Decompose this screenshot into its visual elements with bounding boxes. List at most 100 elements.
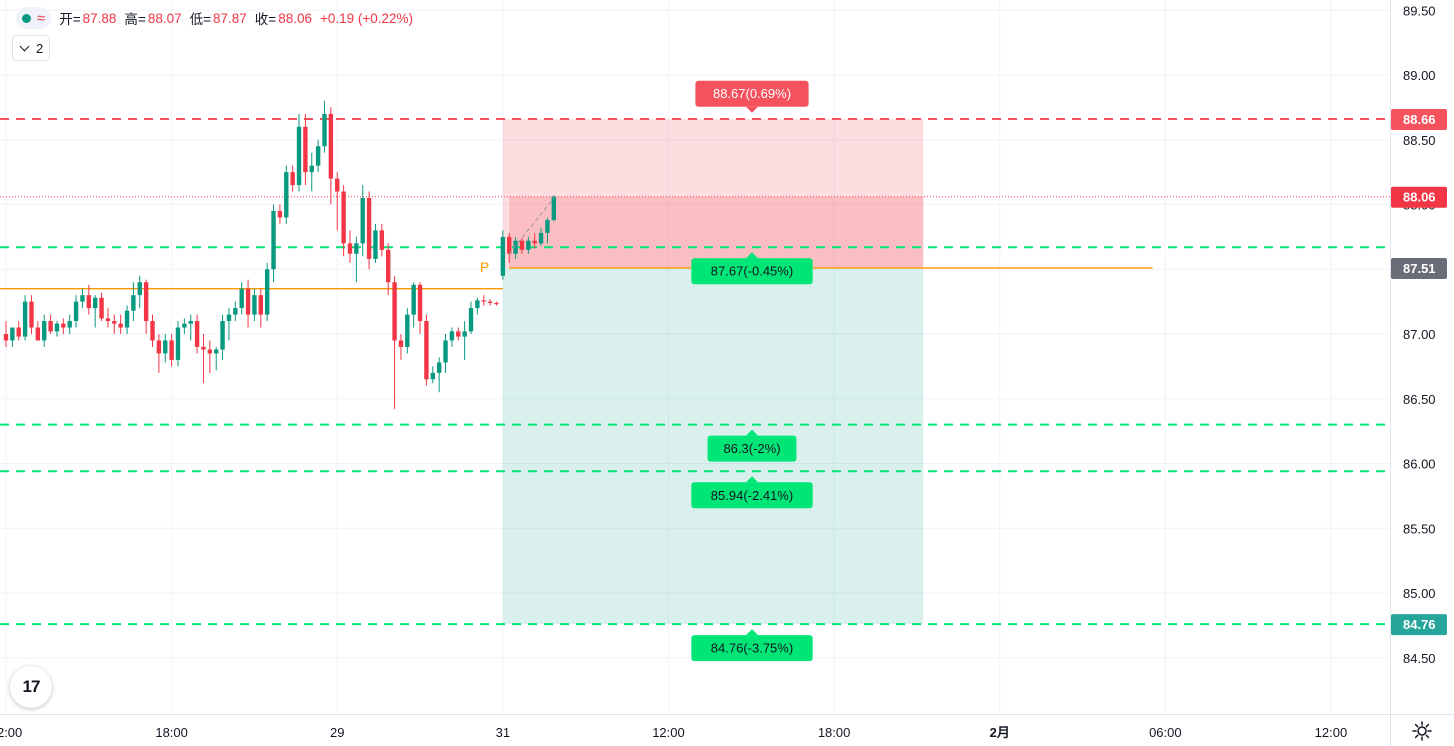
candle (29, 295, 34, 334)
candle-body (494, 302, 499, 305)
candle-body (296, 126, 302, 186)
candle (436, 357, 442, 393)
time-tick-label: 12:00 (0, 725, 22, 740)
chevron-down-icon (19, 41, 30, 51)
high-value: 88.07 (147, 10, 182, 26)
candle (309, 152, 314, 192)
candle-body (73, 301, 79, 322)
target-badge: 85.94(-2.41%) (691, 476, 813, 509)
candle-body (16, 327, 21, 337)
candle (417, 282, 423, 334)
candle (42, 314, 47, 347)
candle (405, 308, 410, 354)
live-loss-zone (509, 196, 924, 268)
candle (207, 340, 213, 373)
price-label-box (1391, 109, 1447, 131)
stop-price-label: 88.66 (1391, 109, 1447, 131)
price-tick-label: 84.50 (1403, 651, 1436, 666)
candle (487, 299, 493, 306)
candle (188, 314, 193, 341)
candle-body (80, 295, 85, 302)
candle-body (163, 340, 168, 354)
candle-body (398, 340, 404, 347)
candle-body (290, 172, 295, 186)
candle (500, 230, 506, 280)
candle-body (341, 191, 346, 244)
price-tick-label: 86.00 (1403, 457, 1436, 472)
badge-box (691, 258, 813, 285)
candle-body (131, 295, 136, 311)
candle (112, 314, 117, 334)
target-badge: 87.67(-0.45%) (691, 252, 813, 285)
price-label-text: 84.76 (1403, 617, 1436, 632)
candle-body (315, 146, 321, 166)
tradingview-logo-icon[interactable]: 17 (10, 666, 52, 708)
candle-body (245, 288, 251, 315)
candle (86, 284, 92, 315)
candle-body (551, 196, 557, 221)
candle (131, 282, 136, 322)
price-tick-label: 86.50 (1403, 392, 1436, 407)
candle-body (252, 295, 257, 315)
candle (494, 301, 499, 306)
candle-body (284, 172, 289, 218)
candle (411, 282, 416, 328)
candle (245, 279, 251, 328)
candle-body (29, 301, 34, 328)
candle-body (386, 249, 391, 283)
candle (392, 275, 397, 410)
candle-body (373, 230, 378, 259)
indicator-collapse-button[interactable]: 2 (12, 35, 51, 61)
time-tick-label: 06:00 (1149, 725, 1182, 740)
candle-body (481, 300, 486, 302)
candle-body (277, 210, 283, 218)
candle (163, 334, 168, 363)
candle-body (188, 321, 193, 324)
candle (335, 172, 340, 231)
market-status-pill[interactable]: ≈ (16, 7, 52, 29)
badge-box (691, 635, 813, 662)
candle (284, 165, 289, 224)
target-badge: 86.3(-2%) (707, 429, 797, 462)
candle-body (207, 349, 213, 354)
candle (118, 314, 123, 334)
wave-icon: ≈ (37, 9, 46, 27)
candle (354, 236, 359, 283)
candle-body (258, 295, 263, 315)
price-label-box (1391, 257, 1447, 279)
price-tick-label: 89.50 (1403, 3, 1436, 18)
gear-icon[interactable] (1411, 720, 1433, 742)
time-tick-label: 12:00 (1315, 725, 1348, 740)
candle (220, 314, 225, 360)
candle (252, 288, 257, 322)
price-label-box (1391, 614, 1447, 636)
candle-body (194, 321, 200, 347)
stop-zone (502, 119, 924, 268)
target-price-label: 84.76 (1391, 614, 1447, 636)
candle (360, 185, 365, 257)
candle (226, 308, 232, 341)
candle-body (538, 232, 544, 244)
candle (468, 301, 474, 334)
candle (16, 321, 21, 341)
candle-body (169, 340, 174, 360)
candle-body (156, 340, 162, 354)
candle-body (271, 210, 276, 270)
badge-text: 87.67(-0.45%) (711, 264, 793, 279)
candle (532, 232, 537, 249)
candle (290, 165, 295, 192)
candle (398, 334, 404, 360)
candle (3, 321, 9, 347)
time-axis: 12:00 18:00 29 31 12:00 18:00 2月 06:00 12:00 (0, 725, 1347, 740)
candle-body (54, 323, 60, 332)
candle-body (182, 323, 187, 328)
candle-body (424, 321, 429, 380)
low-value: 87.87 (213, 10, 247, 26)
candle (430, 366, 435, 384)
candle (239, 282, 244, 315)
badge-box (691, 482, 813, 509)
candle (315, 139, 321, 173)
low-label: 低= (189, 12, 211, 27)
candle-body (513, 240, 518, 254)
